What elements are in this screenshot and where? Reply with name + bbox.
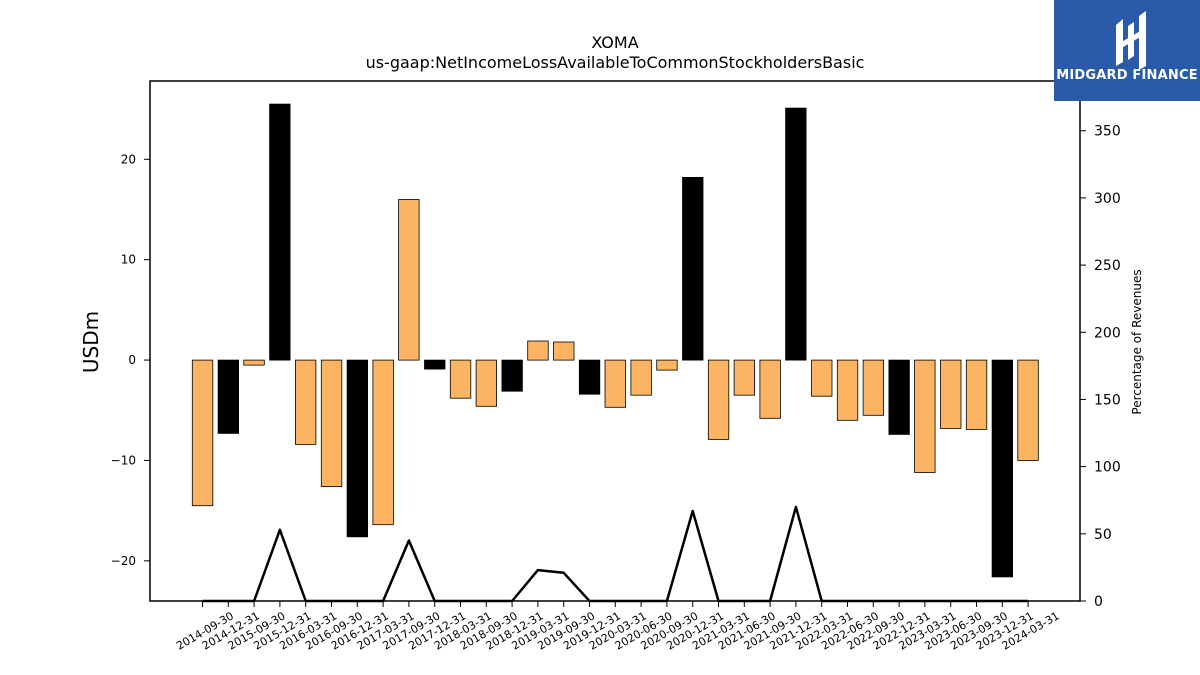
- right-tick-label: 250: [1094, 258, 1121, 274]
- bar-2020-03-31: [604, 359, 626, 408]
- bar-2019-12-31: [578, 359, 601, 395]
- y-axis-label-right: Percentage of Revenues: [1130, 269, 1144, 414]
- bar-2017-03-31: [372, 359, 394, 526]
- bar-2021-03-31: [707, 359, 730, 440]
- right-tick-label: 200: [1094, 325, 1121, 341]
- left-tick-label: −20: [111, 554, 136, 568]
- plot-frame: [149, 80, 1081, 602]
- bar-2019-03-31: [527, 340, 549, 361]
- bar-2020-09-30: [656, 359, 678, 371]
- bar-2023-06-30: [940, 359, 962, 429]
- bar-2017-09-30: [398, 199, 420, 361]
- bar-2023-09-30: [965, 359, 988, 430]
- revenue-percentage-line: [202, 505, 1029, 603]
- bar-2022-12-31: [888, 359, 910, 435]
- bar-2014-09-30: [191, 359, 214, 507]
- right-tick-label: 150: [1094, 392, 1121, 408]
- right-tick-label: 100: [1094, 460, 1121, 476]
- chart-subtitle: us-gaap:NetIncomeLossAvailableToCommonSt…: [366, 53, 865, 72]
- bar-2014-12-31: [217, 359, 240, 434]
- line-group: [202, 505, 1029, 603]
- left-tick-label: 0: [128, 353, 136, 367]
- left-tick-label: 20: [121, 152, 136, 166]
- bars-group: [191, 103, 1039, 578]
- left-axis-ticks: −20 −10 0 10 20: [111, 152, 150, 568]
- bar-2020-12-31: [682, 176, 704, 361]
- bar-2015-09-30: [243, 359, 265, 366]
- bar-2015-12-31: [269, 103, 291, 361]
- bar-2016-12-31: [346, 359, 369, 538]
- bar-2024-03-31: [1017, 359, 1039, 461]
- bar-2021-09-30: [759, 359, 781, 419]
- y-axis-label-left: USDm: [79, 311, 103, 373]
- right-tick-label: 50: [1094, 527, 1112, 543]
- bar-2017-12-31: [424, 359, 446, 370]
- bar-2018-12-31: [501, 359, 523, 392]
- right-tick-label: 0: [1094, 594, 1103, 610]
- bar-2021-06-30: [733, 359, 755, 396]
- right-tick-label: 350: [1094, 124, 1121, 140]
- bar-2018-09-30: [475, 359, 498, 407]
- logo-mark-icon: [1116, 11, 1146, 70]
- bar-2019-09-30: [553, 341, 575, 361]
- bar-2016-03-31: [294, 359, 317, 445]
- bar-2022-09-30: [862, 359, 884, 416]
- bar-2022-06-30: [836, 359, 859, 421]
- right-tick-label: 300: [1094, 191, 1121, 207]
- bar-2023-03-31: [914, 359, 936, 473]
- left-tick-label: −10: [111, 453, 136, 467]
- bar-2018-03-31: [449, 359, 472, 399]
- bar-2016-09-30: [320, 359, 343, 488]
- bar-2023-12-31: [991, 359, 1013, 578]
- bar-2020-06-30: [630, 359, 652, 396]
- x-axis-ticks: 2014-09-302014-12-312015-09-302015-12-31…: [174, 601, 1062, 653]
- left-tick-label: 10: [121, 253, 136, 267]
- bar-2022-03-31: [811, 359, 833, 397]
- bar-2021-12-31: [785, 107, 807, 361]
- logo-text: MIDGARD FINANCE: [1056, 68, 1198, 83]
- right-axis-ticks: 0 50 100 150 200 250 300 350: [1080, 124, 1121, 610]
- chart-title: XOMA: [591, 33, 638, 52]
- brand-logo: MIDGARD FINANCE: [1054, 0, 1200, 101]
